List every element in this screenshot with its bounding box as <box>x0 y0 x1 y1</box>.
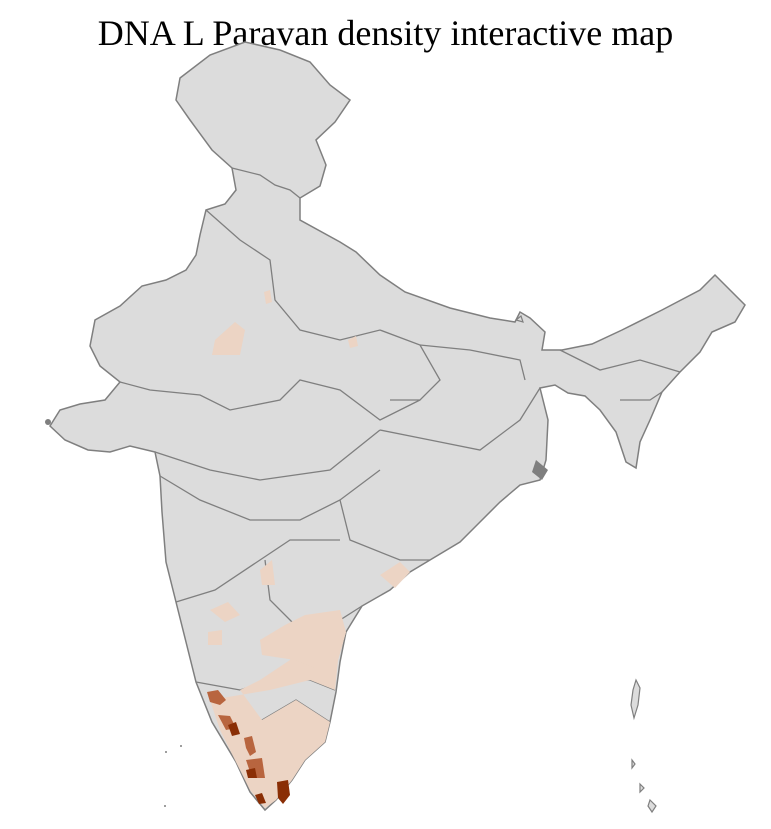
region-kerala-north[interactable] <box>207 690 226 705</box>
region-south-andhra[interactable] <box>260 610 346 668</box>
region-rajasthan-patch[interactable] <box>212 322 245 355</box>
region-trivandrum[interactable] <box>255 793 266 804</box>
region-odisha-south[interactable] <box>380 562 410 588</box>
andaman-nicobar-islands <box>514 314 657 814</box>
shaded-districts <box>207 290 410 808</box>
region-delhi-patch[interactable] <box>264 290 272 304</box>
region-karnataka-patch-2[interactable] <box>260 560 275 585</box>
map-title: DNA L Paravan density interactive map <box>97 13 674 53</box>
region-kerala-high-2[interactable] <box>246 768 257 778</box>
coastal-islets <box>45 419 548 807</box>
region-kerala-central[interactable] <box>244 736 256 756</box>
region-tirunelveli[interactable] <box>277 780 290 804</box>
region-tamil-nadu[interactable] <box>210 620 346 808</box>
india-outline[interactable] <box>49 41 746 812</box>
region-karnataka-patch-3[interactable] <box>208 630 222 645</box>
region-kerala-high-1[interactable] <box>228 722 240 736</box>
region-karnataka-patch-1[interactable] <box>210 602 240 622</box>
region-uttar-pradesh-patch[interactable] <box>348 336 358 348</box>
